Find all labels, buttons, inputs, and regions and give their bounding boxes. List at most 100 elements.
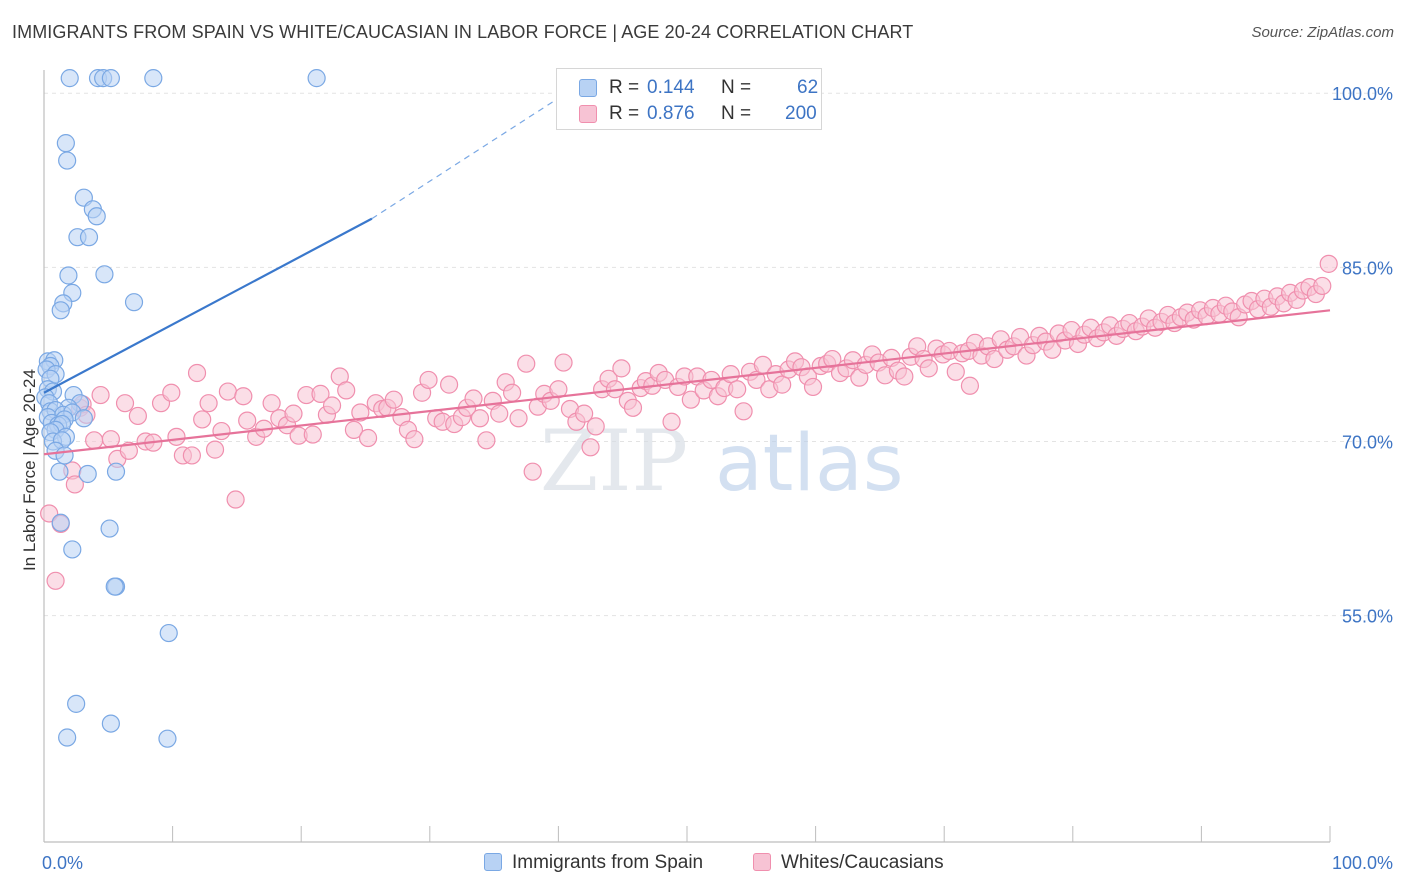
point-spain [51,301,70,320]
legend-label-whites: Whites/Caucasians [781,852,944,873]
legend-item-whites: Whites/Caucasians [753,852,944,874]
point-whites [262,394,281,413]
point-whites [662,412,681,431]
point-whites [960,376,980,395]
point-whites [182,446,201,465]
point-whites [919,359,938,378]
point-whites [91,385,110,405]
point-whites [490,404,509,423]
legend-n-label: N = [721,77,752,98]
point-whites [554,353,573,372]
chart-title: IMMIGRANTS FROM SPAIN VS WHITE/CAUCASIAN… [12,22,914,42]
tick-labels: 55.0% 70.0% 85.0% 100.0% 0.0% 100.0% [42,84,1393,873]
x-tick-label-min: 0.0% [42,853,83,873]
point-whites [509,409,528,428]
point-whites [119,441,138,460]
grid-lines [44,92,1394,617]
point-whites [803,377,823,397]
point-whites [612,359,631,378]
x-tick-label-max: 100.0% [1332,853,1393,873]
source-label: Source: ZipAtlas.com [1251,24,1394,41]
point-whites [199,394,218,413]
point-spain [159,623,178,643]
point-whites [773,375,792,394]
point-whites [46,571,65,590]
trend-line-spain-extension [371,81,585,220]
point-whites [322,396,342,415]
point-spain [63,540,82,559]
point-spain [59,266,78,285]
legend-item-spain: Immigrants from Spain [484,852,703,874]
point-spain [158,729,177,748]
point-spain [100,519,119,538]
data-points [36,69,1338,748]
legend-n-value-spain: 62 [797,77,819,98]
point-whites [218,382,237,401]
point-spain [144,69,163,88]
point-spain [51,513,70,532]
point-whites [187,363,207,383]
axes [43,70,1331,843]
point-whites [581,438,600,457]
point-whites [575,404,594,423]
point-whites [895,367,914,386]
point-spain [78,464,97,484]
point-whites [517,354,536,373]
y-tick-label: 70.0% [1342,432,1393,452]
y-tick-label: 100.0% [1332,84,1393,104]
point-whites [1313,276,1332,296]
legend-r-label: R = [609,77,640,98]
point-whites [358,428,378,448]
point-whites [238,411,257,430]
trend-lines [43,81,1331,456]
point-whites [284,404,303,423]
point-whites [234,387,253,406]
watermark: ZIP atlas [540,412,904,510]
y-tick-label: 55.0% [1342,607,1393,627]
point-whites [1319,254,1338,273]
legend-swatch-whites [579,105,597,123]
point-whites [734,402,753,421]
point-whites [384,390,403,409]
point-whites [419,370,438,390]
point-whites [351,403,370,422]
point-whites [212,421,231,441]
point-spain [55,446,74,465]
point-spain [60,69,79,88]
point-whites [823,349,842,369]
point-spain [67,694,86,713]
point-whites [162,383,181,402]
trend-line-spain [43,217,373,394]
legend-label-spain: Immigrants from Spain [512,852,704,873]
point-whites [405,430,424,449]
legend-r-value-spain: 0.144 [647,77,695,98]
y-tick-label: 85.0% [1342,258,1393,278]
legend-n-value-whites: 200 [785,103,817,124]
legend-swatch-whites [753,853,771,871]
point-spain [124,293,144,312]
point-whites [303,425,322,444]
point-whites [205,440,225,459]
point-whites [193,410,212,429]
point-spain [87,207,106,226]
legend-r-value-whites: 0.876 [647,103,695,124]
point-spain [101,714,120,733]
point-whites [946,362,965,381]
point-whites [167,427,186,446]
point-spain [50,462,69,481]
point-whites [681,390,700,409]
point-spain [58,728,77,747]
point-whites [85,431,104,450]
point-whites [337,381,356,400]
point-whites [721,365,740,384]
trend-line-whites [43,309,1331,456]
point-whites [503,383,522,402]
watermark-zip: ZIP [540,412,688,510]
legend-swatch-spain [579,79,597,97]
point-whites [586,417,605,436]
point-spain [79,228,99,247]
point-whites [985,349,1004,369]
point-whites [523,462,542,481]
point-spain [105,577,124,596]
